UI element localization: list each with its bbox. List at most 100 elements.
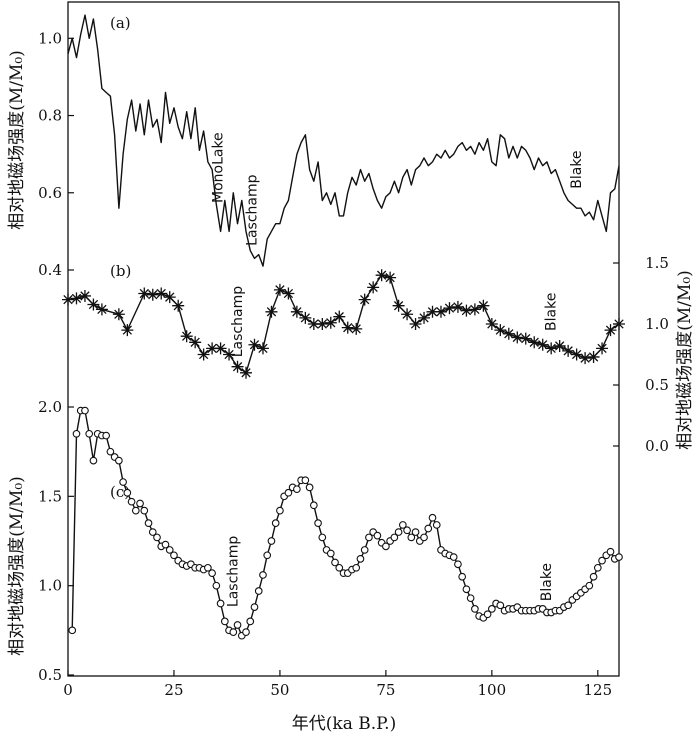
data-point [144,519,153,527]
data-point [62,293,74,306]
data-point [519,332,532,345]
data-point [403,526,411,535]
data-point [246,617,255,626]
data-point [119,478,127,486]
data-point [451,300,464,313]
data-point [615,553,623,561]
data-point [212,581,221,590]
y-axis-label: 相对地磁场强度(M/M₀) [7,50,27,230]
data-point [585,581,594,590]
data-point [81,406,89,415]
data-point [460,304,473,317]
data-point [290,305,303,318]
event-label: Laschamp [230,286,246,357]
data-point [136,499,144,508]
data-point [487,605,496,613]
series [62,269,625,379]
data-point [161,540,170,549]
x-tick-label: 75 [376,681,395,699]
data-point [263,551,272,560]
data-point [428,513,437,522]
x-tick-label: 100 [478,681,507,699]
data-point [155,287,168,300]
data-point [248,338,261,351]
data-point [282,287,295,300]
x-axis-label: 年代(ka B.P.) [292,714,396,734]
data-point [95,303,108,316]
event-label: Blake [539,563,555,601]
data-point [545,342,558,355]
data-point [293,485,301,494]
series [67,14,620,267]
data-point [462,585,471,594]
data-point [375,269,388,282]
data-point [570,348,583,361]
data-point [216,599,225,608]
data-point [324,316,337,329]
data-point [206,342,219,355]
data-point [373,531,382,540]
data-point [454,560,462,569]
data-point [78,289,91,302]
data-point [579,352,592,365]
data-point [68,626,77,635]
data-point [220,617,229,626]
data-point [284,488,293,497]
data-point [70,292,83,305]
event-label: Blake [543,293,559,331]
data-point [265,305,278,318]
data-point [276,506,284,515]
data-point [316,318,329,330]
data-point [564,601,572,610]
data-point [165,546,174,554]
data-point [392,299,405,312]
series-line [67,14,620,267]
data-point [256,342,269,355]
data-point [365,533,373,542]
y-tick-label: 1.0 [645,315,669,333]
data-point [562,344,575,357]
data-point [483,610,492,619]
data-point [273,283,286,296]
y-tick-label: 0.6 [38,184,62,202]
data-point [458,572,467,581]
data-point [358,293,371,306]
data-point [553,339,566,352]
data-point [604,324,617,337]
data-point [341,321,354,334]
panel-label: (a) [110,14,131,32]
data-point [267,537,276,545]
data-point [394,528,403,536]
data-point [140,506,149,515]
data-point [418,311,431,324]
data-point [382,542,390,551]
data-point [494,324,507,337]
data-point [301,476,310,485]
data-point [511,331,524,344]
data-point [172,299,185,312]
data-point [598,556,606,565]
data-point [121,324,134,337]
data-point [356,555,365,563]
y-tick-label: 1.5 [38,487,62,505]
data-point [102,431,110,440]
data-point [112,308,125,321]
data-point [307,318,320,330]
y-tick-label: 1.0 [38,577,62,595]
data-point [350,322,363,335]
data-point [170,551,178,560]
data-point [449,553,458,561]
data-point [240,366,253,379]
y-tick-label: 1.0 [38,29,62,47]
data-point [443,302,456,315]
data-point [384,271,397,284]
x-tick-label: 0 [63,681,73,699]
data-point [87,298,100,311]
data-point [536,338,549,351]
x-tick-label: 25 [164,681,183,699]
data-point [233,621,242,629]
data-point [138,287,151,300]
data-point [250,603,259,611]
data-point [587,350,600,363]
event-label: Laschamp [245,174,261,245]
